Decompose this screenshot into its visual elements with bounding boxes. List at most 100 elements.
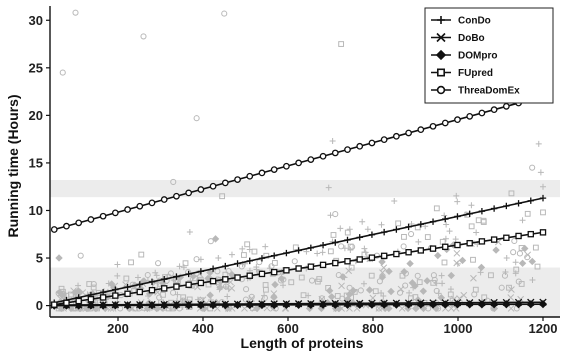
scatter-point [385,267,393,276]
scatter-points [55,9,546,313]
fit-marker-fupred [344,258,351,265]
scatter-point [492,246,500,254]
scatter-point [401,233,407,240]
fit-marker-condo [307,244,315,252]
scatter-point [215,254,222,261]
scatter-point [114,261,121,268]
scatter-point [447,271,455,280]
fit-marker-threadomex [99,212,107,220]
scatter-outlier [327,212,334,219]
fit-marker-threadomex [246,172,254,180]
scatter-point [246,246,253,253]
fit-marker-threadomex [87,216,95,223]
scatter-point [225,286,232,293]
fit-marker-dompro [111,301,120,310]
scatter-point [410,284,417,291]
scatter-point [268,263,275,270]
fit-marker-threadomex [478,109,486,117]
scatter-point [408,231,415,238]
scatter-point [225,268,232,275]
fit-marker-condo [124,283,131,291]
scatter-point [228,284,236,292]
scatter-point [58,285,65,292]
fit-marker-condo [173,273,180,280]
y-tick-label: 0 [36,298,43,313]
scatter-point [439,280,446,287]
legend-label-fupred: FUpred [458,68,493,79]
scatter-point [447,291,454,298]
scatter-point [447,286,454,293]
scatter-point [228,305,236,312]
fit-marker-fupred [490,236,498,243]
scatter-point [123,275,130,282]
fit-marker-threadomex [429,122,437,130]
scatter-point [144,271,151,279]
scatter-point [153,272,160,279]
scatter-outlier [140,33,147,40]
fit-marker-threadomex [209,182,217,190]
fit-marker-dompro [343,300,352,309]
scatter-point [503,254,510,261]
scatter-outlier [221,10,228,17]
scatter-point [378,258,386,266]
fit-marker-dompro [441,300,450,309]
scatter-point [519,217,526,224]
scatter-outlier [59,69,66,76]
scatter-point [395,220,402,227]
scatter-point [402,282,409,289]
scatter-point [202,305,210,312]
fit-marker-fupred [429,245,437,252]
y-tick-label: 20 [29,108,43,123]
scatter-point [314,250,321,257]
fit-marker-threadomex [75,219,83,227]
fit-marker-dompro [282,300,291,310]
fit-marker-dompro [502,300,511,309]
scatter-point [441,212,448,219]
fit-marker-fupred [197,279,205,287]
scatter-point [361,245,368,252]
fit-marker-fupred [319,261,327,269]
scatter-point [330,232,337,238]
fit-marker-condo [515,200,522,207]
fit-marker-threadomex [454,116,461,124]
scatter-point [216,286,223,293]
fit-marker-dompro [270,300,279,310]
scatter-point [446,228,453,235]
scatter-point [513,266,520,273]
scatter-point [338,282,345,290]
scatter-point [277,274,286,283]
fit-marker-fupred [209,277,217,285]
fit-marker-dompro [331,300,340,309]
scatter-point [261,292,268,299]
fit-marker-fupred [454,241,461,249]
fit-marker-threadomex [148,199,156,207]
scatter-point [414,272,421,279]
scatter-point [176,263,183,270]
scatter-point [529,164,536,171]
scatter-point [511,237,518,245]
legend-marker-threadomex [436,85,446,95]
fit-marker-condo [234,260,241,267]
legend-label-dobo: DoBo [458,33,485,44]
fit-marker-condo [283,249,290,257]
scatter-point [431,276,438,283]
fit-marker-fupred [99,294,107,301]
scatter-point [335,272,342,279]
scatter-outlier [193,115,200,122]
fit-marker-fupred [63,299,70,307]
scatter-point [475,217,482,224]
fit-marker-fupred [173,283,180,290]
legend-label-threadomex: ThreaDomEx [458,86,520,97]
y-tick-label: 15 [29,155,43,170]
fit-marker-threadomex [270,166,278,173]
fit-marker-condo [222,262,229,270]
fit-marker-dompro [184,301,193,310]
scatter-outlier [540,209,546,216]
fit-marker-fupred [270,268,278,276]
scatter-point [438,272,445,279]
scatter-point [152,269,159,276]
scatter-point [337,225,344,232]
scatter-point [189,272,197,280]
scatter-point [280,282,287,289]
